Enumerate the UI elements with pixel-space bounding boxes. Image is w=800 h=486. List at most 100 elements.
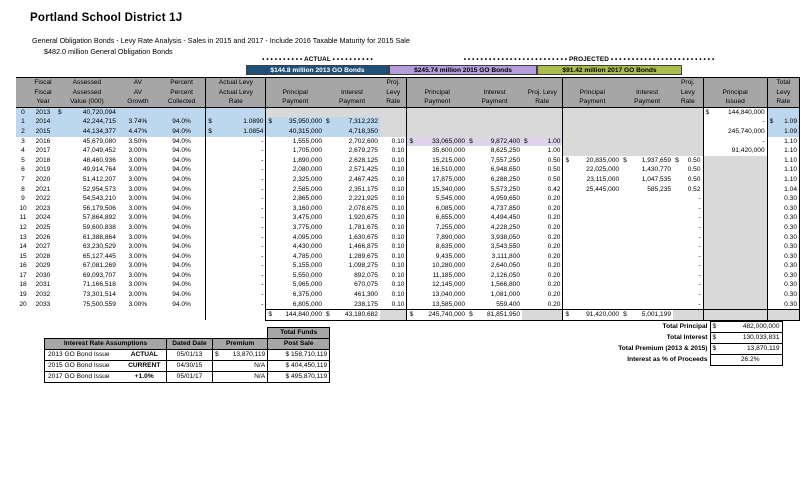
table-row[interactable]: 12 2025 59,600,838 3.00% 94.0% - 3,775,000 1,78… xyxy=(16,222,800,233)
summary-label: Total Premium (2013 & 2015) xyxy=(618,345,708,352)
cell-total-dollar xyxy=(766,270,776,281)
cell-issued-dollar xyxy=(702,270,712,281)
cell-p17-dollar xyxy=(562,251,572,262)
col-header-r17-2: Levy xyxy=(673,87,704,98)
cell-i17-dollar xyxy=(621,194,629,204)
cell-proj-levy-2015: 1.00 xyxy=(547,147,561,155)
cell-interest-2013: 1,630,675 xyxy=(348,233,378,241)
table-row[interactable]: 11 2024 57,864,892 3.00% 94.0% - 3,475,000 1,92… xyxy=(16,213,800,223)
cell-actual-levy-dollar xyxy=(205,155,214,166)
table-row[interactable]: 3 2016 45,679,080 3.50% 94.0% - 1,555,000 2,702… xyxy=(16,136,800,147)
cell-interest-2017 xyxy=(629,223,673,233)
cell-proj-levy-2015: 0.20 xyxy=(547,195,561,203)
assumptions-issue-name: 2017 GO Bond Issue xyxy=(44,371,123,383)
cell-index: 11 xyxy=(19,214,27,222)
table-row[interactable]: 0 2013 $40,720,094 $144,840,000 xyxy=(16,107,800,118)
cell-issued-dollar xyxy=(702,299,712,310)
cell-total-dollar xyxy=(766,251,776,262)
total-i15: 81,851,950 xyxy=(475,309,523,321)
table-row[interactable]: 5 2018 48,460,936 3.00% 94.0% - 1,890,000 2,628… xyxy=(16,155,800,166)
cell-av-dollar xyxy=(56,204,64,214)
table-row[interactable]: 2 2015 44,134,377 4.47% 94.0% $1.0854 40,315,0… xyxy=(16,126,800,137)
cell-p13-dollar xyxy=(265,146,275,156)
cell-percent-collected: 94.0% xyxy=(172,137,191,145)
cell-index: 16 xyxy=(19,262,27,270)
cell-principal-2015: 5,545,000 xyxy=(435,195,466,203)
table-row[interactable]: 9 2022 54,543,210 3.00% 94.0% - 2,865,000 2,221… xyxy=(16,194,800,204)
cell-interest-2013: 1,098,275 xyxy=(348,262,378,270)
cell-proj-levy-2015: 0.50 xyxy=(547,166,561,174)
cell-i15-dollar xyxy=(467,213,475,223)
col-header-i17-2: Interest xyxy=(621,87,674,98)
cell-i17-dollar xyxy=(621,233,629,243)
table-row[interactable]: 17 2030 69,093,707 3.00% 94.0% - 5,550,000 892,… xyxy=(16,270,800,281)
cell-proj-levy-2013: 0.10 xyxy=(391,281,405,289)
assumptions-dated-date: 05/01/13 xyxy=(166,349,213,361)
cell-i17-dollar: $ xyxy=(623,156,627,164)
cell-principal-2013: 5,155,000 xyxy=(292,262,323,270)
table-row[interactable]: 14 2027 63,230,529 3.00% 94.0% - 4,430,000 1,46… xyxy=(16,242,800,252)
cell-fiscal-year: 2029 xyxy=(35,262,51,270)
cell-p15-dollar xyxy=(406,280,416,291)
table-row[interactable]: 13 2026 61,388,864 3.00% 94.0% - 4,095,000 1,63… xyxy=(16,232,800,243)
cell-issued-dollar xyxy=(702,126,712,137)
cell-p17-dollar xyxy=(562,280,572,291)
cell-p17-dollar xyxy=(562,136,572,147)
cell-interest-2017: 1,047,535 xyxy=(641,175,672,183)
cell-p17-dollar xyxy=(562,261,572,271)
cell-r15-dollar xyxy=(522,300,530,310)
cell-proj-levy-2013: 0.10 xyxy=(391,300,405,308)
cell-interest-2013: 2,628,125 xyxy=(348,156,378,164)
cell-interest-2013: 1,466,875 xyxy=(348,243,378,251)
table-row[interactable]: 1 2014 42,244,715 3.74% 94.0% $1.0890 $35,950,… xyxy=(16,117,800,127)
table-row[interactable]: 16 2029 67,081,269 3.00% 94.0% - 5,155,000 1,09… xyxy=(16,261,800,271)
table-row[interactable]: 7 2020 51,412,207 3.00% 94.0% - 2,325,000 2,467… xyxy=(16,174,800,185)
cell-index: 5 xyxy=(21,156,25,164)
cell-p13-dollar xyxy=(265,299,275,310)
cell-av-growth: 3.00% xyxy=(128,281,148,289)
cell-proj-levy-2017 xyxy=(681,146,704,156)
cell-interest-2015: 7,557,250 xyxy=(490,156,521,164)
cell-interest-2017 xyxy=(629,252,673,262)
cell-actual-levy-dollar: $ xyxy=(205,126,214,137)
total-p15: 245,740,000 xyxy=(415,309,468,321)
cell-principal-issued: 91,420,000 xyxy=(731,147,765,155)
cell-percent-collected: 94.0% xyxy=(172,291,191,299)
table-row[interactable]: 4 2017 47,049,452 3.00% 94.0% - 1,705,000 2,679… xyxy=(16,146,800,156)
cell-p17-dollar xyxy=(562,203,572,214)
table-row[interactable]: 15 2028 65,127,445 3.00% 94.0% - 4,785,000 1,28… xyxy=(16,251,800,262)
cell-proj-levy-2015 xyxy=(530,126,563,137)
total-i17: 5,001,199 xyxy=(629,309,674,321)
cell-interest-2015 xyxy=(475,117,523,127)
cell-percent-collected: 94.0% xyxy=(172,300,191,308)
cell-principal-2013: 3,775,000 xyxy=(292,223,323,231)
table-row[interactable]: 8 2021 52,954,573 3.00% 94.0% - 2,585,000 2,351… xyxy=(16,184,800,195)
table-row[interactable]: 19 2032 73,301,514 3.00% 94.0% - 6,375,000 461,… xyxy=(16,290,800,300)
table-header: Fiscal Assessed AV Percent Actual Levy P… xyxy=(16,76,800,108)
cell-p15-dollar xyxy=(406,146,416,156)
assumptions-rate: ACTUAL xyxy=(122,349,167,361)
cell-proj-levy-2015: 0.20 xyxy=(547,243,561,251)
table-row[interactable]: 18 2031 71,166,518 3.00% 94.0% - 5,965,000 670,… xyxy=(16,280,800,291)
cell-percent-collected: 94.0% xyxy=(172,185,191,193)
cell-interest-2013: 1,289,675 xyxy=(348,252,378,260)
cell-interest-2015: 3,111,800 xyxy=(491,252,521,260)
assumptions-row[interactable]: 2015 GO Bond Issue CURRENT 04/30/15 N/A $ 40… xyxy=(44,360,331,372)
cell-fiscal-year: 2018 xyxy=(35,156,51,164)
assumptions-row[interactable]: 2017 GO Bond Issue +1.0% 05/01/17 N/A $ 495,… xyxy=(44,371,331,383)
cell-actual-levy-rate: 1.0890 xyxy=(213,117,266,127)
cell-principal-2015: 15,340,000 xyxy=(432,185,466,193)
cell-proj-levy-2015: 1.00 xyxy=(530,136,563,147)
cell-proj-levy-2017 xyxy=(681,126,704,137)
table-row[interactable]: 20 2033 75,500,559 3.00% 94.0% - 6,805,000 238,… xyxy=(16,299,800,310)
table-row[interactable]: 6 2019 49,914,764 3.00% 94.0% - 2,080,000 2,571… xyxy=(16,165,800,175)
cell-r15-dollar xyxy=(522,107,531,118)
cell-actual-levy-rate: - xyxy=(261,243,264,251)
cell-index: 9 xyxy=(21,195,25,203)
table-row[interactable]: 10 2023 56,179,506 3.00% 94.0% - 3,160,000 2,07… xyxy=(16,203,800,214)
cell-principal-2015: 10,280,000 xyxy=(432,262,466,270)
cell-interest-2017 xyxy=(629,261,673,271)
col-header-av: AV xyxy=(117,76,158,88)
assumptions-row[interactable]: 2013 GO Bond Issue ACTUAL 05/01/13 $13,870,… xyxy=(44,349,331,361)
cell-i17-dollar xyxy=(621,146,630,156)
